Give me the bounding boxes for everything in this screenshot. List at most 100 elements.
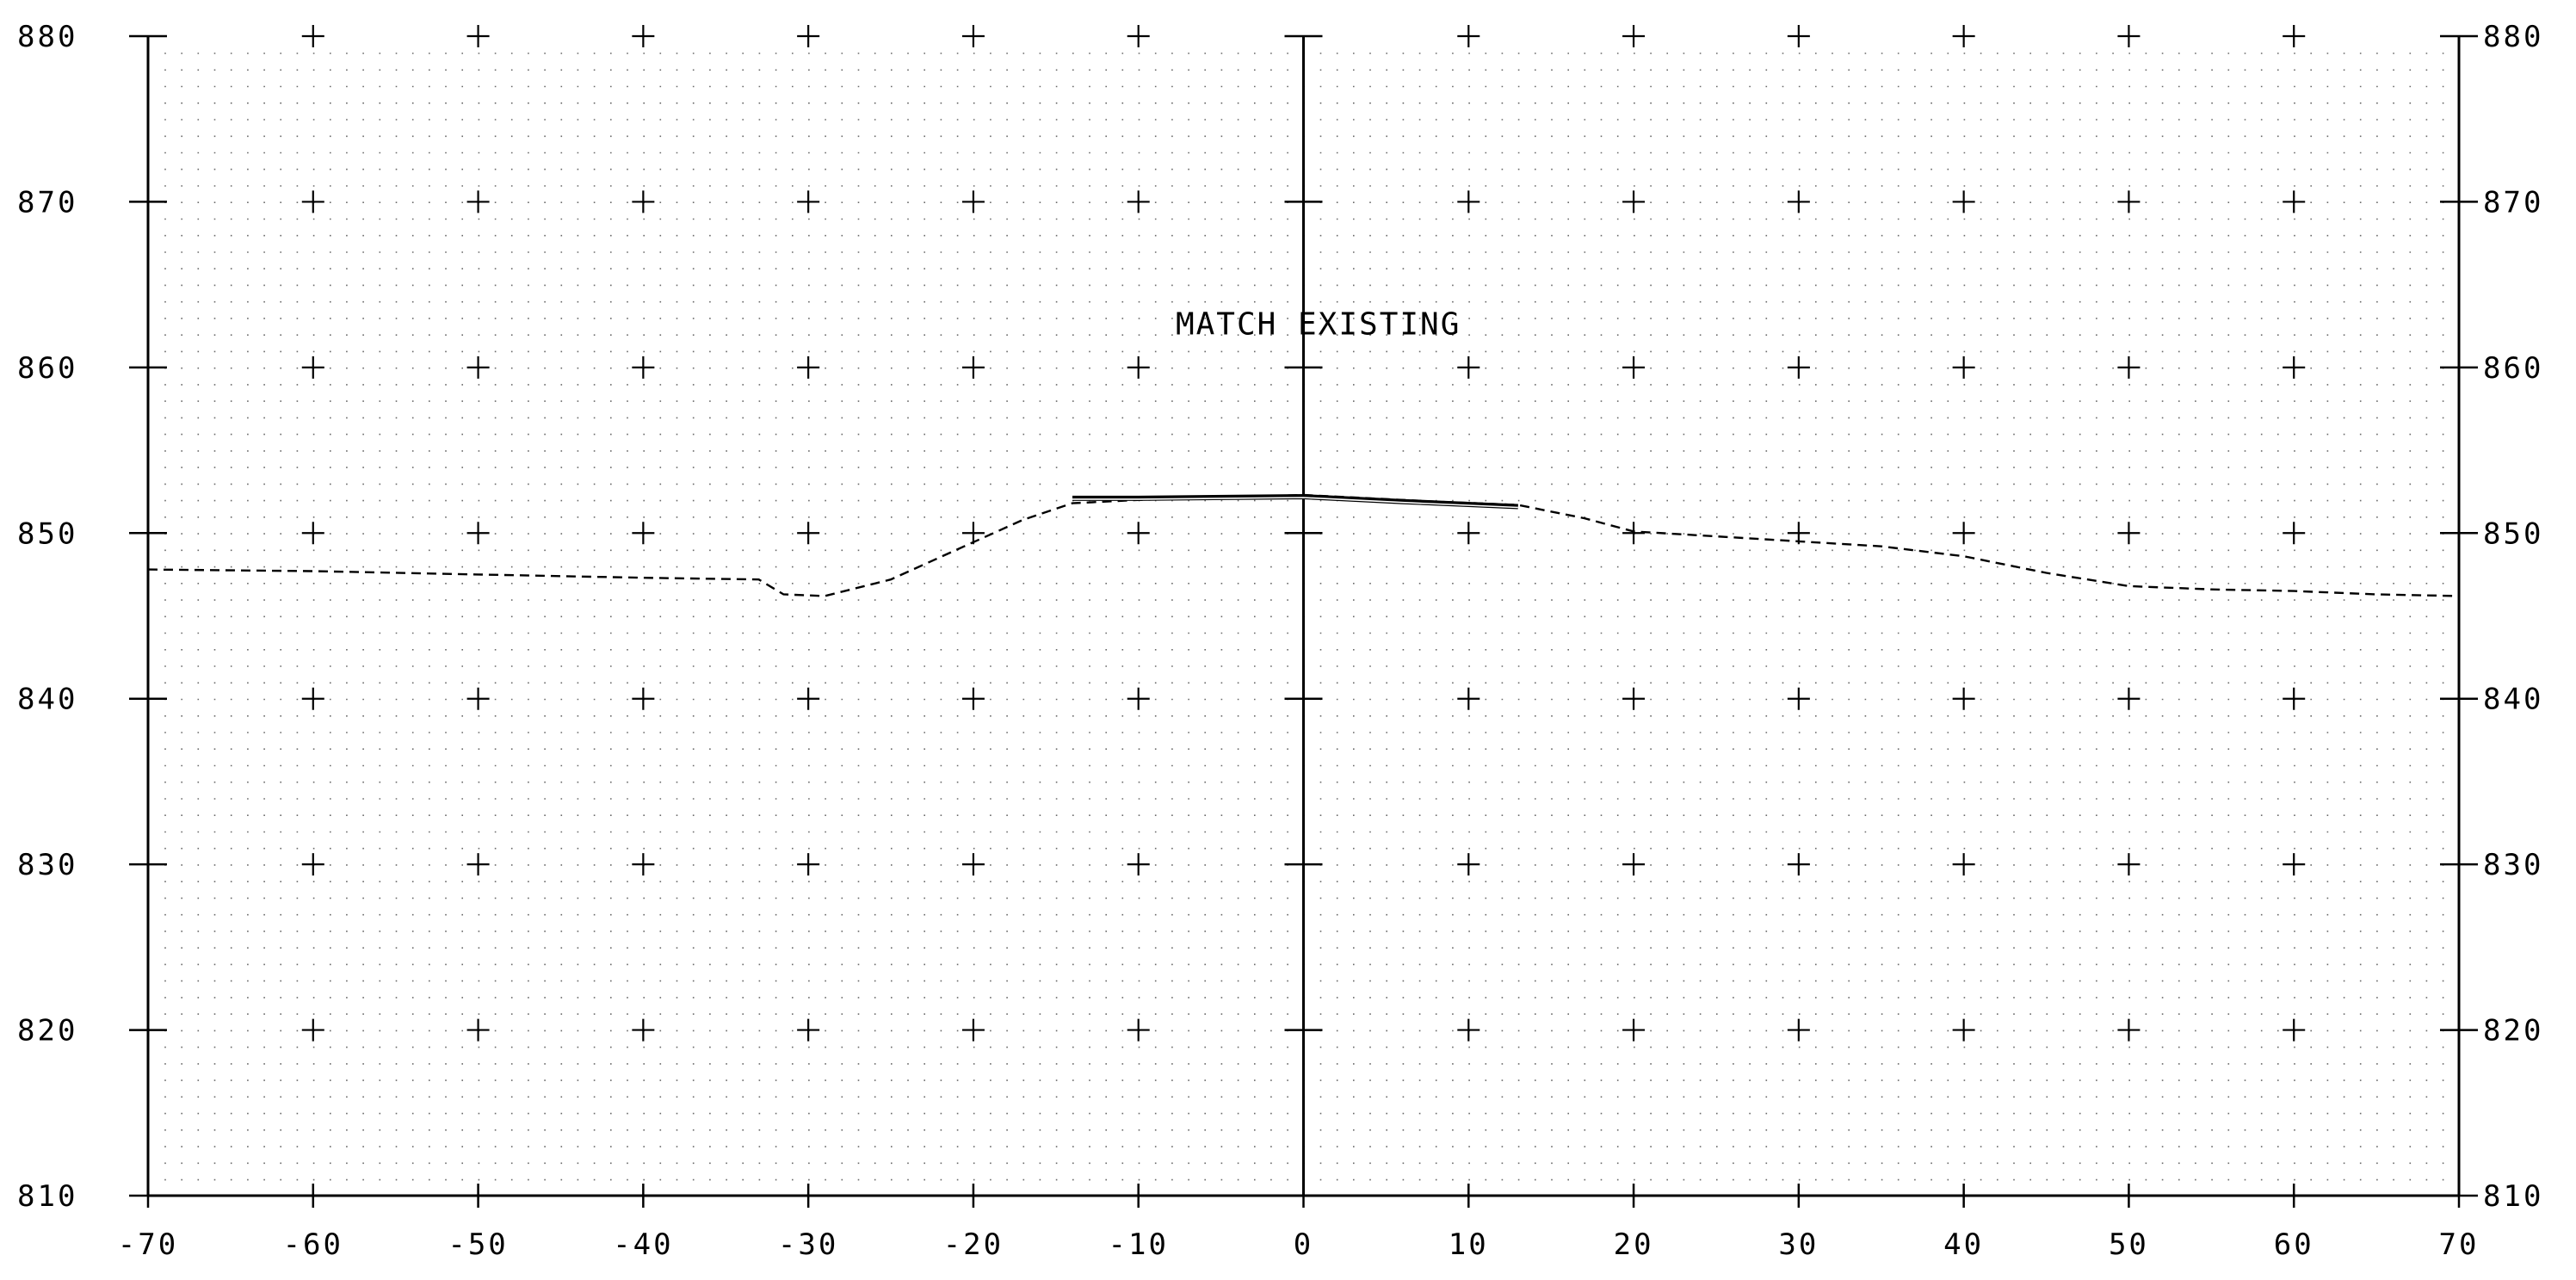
proposed-grade-line [1072, 493, 1518, 510]
grid-plus-mark [797, 687, 820, 710]
grid-plus-mark [1787, 190, 1810, 213]
grid-plus-mark [1457, 522, 1480, 545]
grid-plus-mark [2117, 1018, 2140, 1042]
plot-frame [129, 34, 2478, 1208]
grid-plus-mark [797, 522, 820, 545]
grid-plus-mark [1622, 522, 1646, 545]
grid-plus-mark [1952, 853, 1975, 876]
grid-plus-mark [466, 853, 490, 876]
grid-plus-mark [1952, 25, 1975, 47]
proposed-grade-line-inner [1072, 497, 1518, 509]
grid-plus-mark [1622, 853, 1646, 876]
x-tick-label: 10 [1449, 1227, 1489, 1262]
grid-plus-mark [2117, 25, 2140, 47]
grid-plus-mark [1952, 1018, 1975, 1042]
grid-plus-mark [301, 522, 324, 545]
grid-plus-mark [2117, 853, 2140, 876]
grid-plus-mark [301, 190, 324, 213]
grid-plus-mark [1127, 687, 1150, 710]
y-tick-label-left: 820 [17, 1014, 77, 1048]
grid-plus-mark [466, 356, 490, 379]
grid-plus-mark [1127, 853, 1150, 876]
annotations: MATCH EXISTING [1176, 306, 1461, 342]
y-tick-labels-right: 810 820 830 840 850 860 870 880 [2483, 20, 2543, 1214]
grid-plus-mark [2283, 853, 2306, 876]
grid-plus-mark [301, 1018, 324, 1042]
grid-plus-mark [1127, 25, 1150, 47]
grid-plus-mark [301, 853, 324, 876]
x-tick-label: 30 [1778, 1227, 1819, 1262]
grid-plus-mark [2117, 687, 2140, 710]
grid-plus-mark [632, 356, 655, 379]
x-tick-label: -20 [943, 1227, 1004, 1262]
y-tick-label-right: 880 [2483, 20, 2543, 54]
grid-plus-mark [961, 522, 985, 545]
grid-plus-mark [2117, 190, 2140, 213]
grid-plus-mark [2283, 1018, 2306, 1042]
grid-plus-mark [961, 687, 985, 710]
y-tick-label-right: 870 [2483, 185, 2543, 220]
grid-plus-mark [1457, 190, 1480, 213]
grid-plus-mark [1457, 853, 1480, 876]
grid-plus-mark [466, 687, 490, 710]
grid-plus-mark [632, 522, 655, 545]
y-tick-label-left: 830 [17, 848, 77, 882]
grid-plus-mark [301, 356, 324, 379]
grid-plus-mark [1952, 522, 1975, 545]
y-tick-label-left: 810 [17, 1179, 77, 1214]
x-tick-label: -70 [118, 1227, 178, 1262]
x-tick-label: -40 [613, 1227, 673, 1262]
grid-plus-mark [632, 190, 655, 213]
grid-plus-mark [961, 25, 985, 47]
grid-plus-mark [466, 25, 490, 47]
x-tick-label: -10 [1109, 1227, 1169, 1262]
y-tick-label-right: 820 [2483, 1014, 2543, 1048]
grid-plus-mark [1127, 356, 1150, 379]
y-tick-label-right: 830 [2483, 848, 2543, 882]
grid-plus-mark [1457, 687, 1480, 710]
grid-plus-mark [632, 1018, 655, 1042]
grid-plus-mark [1952, 687, 1975, 710]
y-tick-label-left: 860 [17, 351, 77, 386]
x-tick-label: 0 [1294, 1227, 1313, 1262]
grid-plus-mark [1622, 687, 1646, 710]
grid-plus-mark [797, 356, 820, 379]
x-tick-label: -60 [283, 1227, 343, 1262]
y-tick-label-right: 810 [2483, 1179, 2543, 1214]
y-tick-labels-left: 810 820 830 840 850 860 870 880 [17, 20, 77, 1214]
y-tick-label-right: 840 [2483, 683, 2543, 717]
grid-plus-mark [1127, 522, 1150, 545]
grid-plus-mark [961, 190, 985, 213]
grid-plus-mark [797, 853, 820, 876]
grid-plus-marks [301, 25, 2306, 1042]
grid-plus-mark [1952, 190, 1975, 213]
match-existing-label: MATCH EXISTING [1176, 306, 1461, 342]
grid-plus-mark [466, 190, 490, 213]
grid-plus-mark [961, 1018, 985, 1042]
grid-plus-mark [2283, 522, 2306, 545]
grid-plus-mark [961, 853, 985, 876]
x-tick-label: -30 [778, 1227, 838, 1262]
y-tick-label-left: 870 [17, 185, 77, 220]
y-tick-label-left: 880 [17, 20, 77, 54]
grid-plus-mark [1787, 1018, 1810, 1042]
x-tick-label: -50 [448, 1227, 508, 1262]
grid-plus-mark [632, 687, 655, 710]
grid-plus-mark [1622, 190, 1646, 213]
y-tick-label-right: 860 [2483, 351, 2543, 386]
grid-plus-mark [2283, 190, 2306, 213]
grid-plus-mark [1127, 1018, 1150, 1042]
grid-plus-mark [1622, 356, 1646, 379]
x-tick-label: 20 [1614, 1227, 1654, 1262]
grid-plus-mark [961, 356, 985, 379]
grid-plus-mark [1952, 356, 1975, 379]
grid-plus-mark [797, 25, 820, 47]
x-tick-label: 50 [2109, 1227, 2149, 1262]
grid-plus-mark [1127, 190, 1150, 213]
series-layer [147, 493, 2460, 597]
y-tick-label-left: 840 [17, 683, 77, 717]
grid-plus-mark [466, 522, 490, 545]
x-tick-label: 40 [1943, 1227, 1984, 1262]
grid-plus-mark [2283, 356, 2306, 379]
